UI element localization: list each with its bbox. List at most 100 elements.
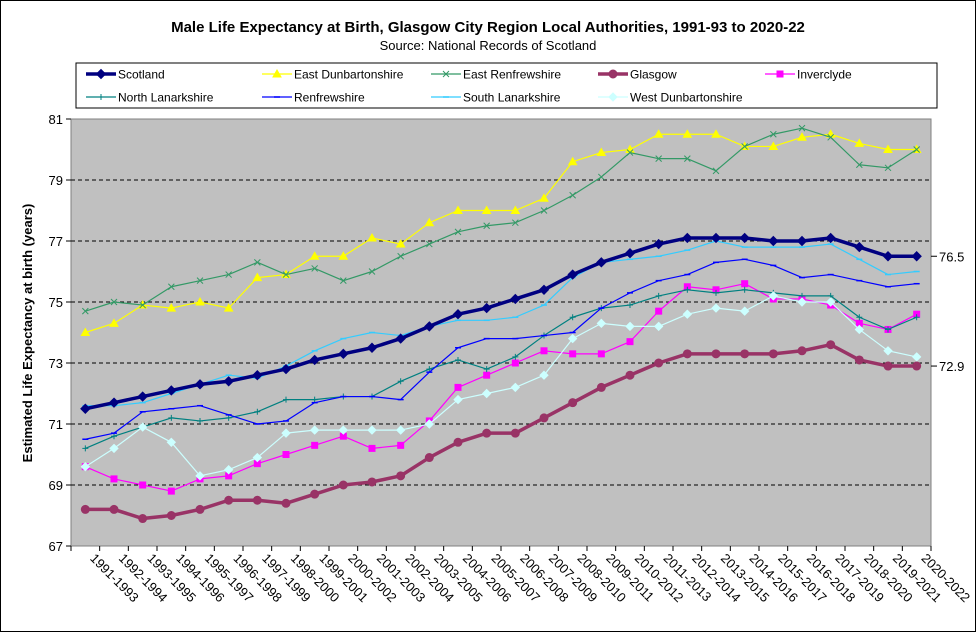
scotland-point — [395, 333, 406, 344]
scotland-point — [825, 232, 836, 244]
glasgow-point — [252, 495, 262, 505]
west-dunbartonshire-point — [195, 471, 205, 481]
legend-item-west-dunbartonshire: West Dunbartonshire — [598, 91, 743, 105]
north-lanarkshire-point — [426, 366, 433, 373]
west-dunbartonshire-point — [510, 382, 521, 393]
legend-item-renfrewshire: Renfrewshire — [262, 91, 365, 105]
west-dunbartonshire-point — [166, 437, 177, 448]
scotland-point — [624, 247, 636, 259]
legend-item-glasgow: Glasgow — [598, 68, 677, 82]
west-dunbartonshire-point — [768, 291, 779, 301]
north-lanarkshire-point — [655, 292, 662, 299]
glasgow-point — [224, 495, 234, 505]
legend-item-south-lanarkshire: South Lanarkshire — [431, 91, 561, 105]
west-dunbartonshire-point — [653, 321, 664, 332]
scotland-point — [252, 369, 263, 381]
north-lanarkshire-point — [512, 353, 519, 360]
east-dunbartonshire-point — [797, 132, 807, 141]
east-dunbartonshire-point — [481, 205, 492, 214]
west-dunbartonshire-point — [309, 425, 320, 435]
north-lanarkshire-point — [741, 286, 748, 293]
west-dunbartonshire-point — [252, 452, 263, 463]
scotland-point — [653, 238, 664, 250]
east-dunbartonshire-point — [653, 129, 664, 138]
scotland-point — [538, 284, 550, 296]
inverclyde-point — [569, 350, 577, 358]
east-renfrewshire-point — [253, 258, 261, 266]
scotland-point — [108, 397, 120, 408]
east-dunbartonshire-point — [883, 144, 893, 153]
scotland-point — [710, 232, 722, 244]
west-dunbartonshire-point — [80, 461, 91, 472]
scotland-point — [596, 257, 607, 268]
legend-label: East Dunbartonshire — [294, 68, 404, 82]
annotation-label: 72.9 — [939, 359, 964, 374]
chart-subtitle: Source: National Records of Scotland — [379, 38, 597, 53]
north-lanarkshire-point — [627, 302, 633, 309]
scotland-point — [424, 321, 435, 332]
east-renfrewshire-point — [683, 155, 691, 163]
north-lanarkshire-line — [85, 289, 917, 449]
east-renfrewshire-point — [167, 283, 175, 291]
legend-east-renfrewshire-point — [442, 70, 450, 78]
inverclyde-point — [368, 444, 376, 452]
scotland-point — [309, 354, 320, 366]
y-tick-label: 81 — [49, 112, 63, 127]
east-dunbartonshire-point — [80, 327, 91, 336]
scotland-point — [854, 241, 865, 253]
scotland-point — [796, 235, 808, 247]
scotland-point — [911, 251, 922, 262]
west-dunbartonshire-point — [281, 428, 291, 438]
west-dunbartonshire-point — [596, 318, 607, 329]
scotland-point — [768, 235, 779, 247]
scotland-point — [739, 232, 750, 244]
inverclyde-point — [167, 487, 175, 495]
series-east-dunbartonshire — [80, 129, 922, 336]
east-dunbartonshire-point — [309, 251, 320, 260]
east-renfrewshire-point — [655, 155, 663, 163]
east-renfrewshire-point — [540, 207, 548, 214]
east-dunbartonshire-point — [539, 193, 549, 202]
legend-label: Renfrewshire — [294, 91, 365, 105]
legend-label: South Lanarkshire — [463, 91, 561, 105]
y-tick-label: 77 — [49, 234, 63, 249]
legend-label: Scotland — [118, 68, 165, 82]
west-dunbartonshire-point — [223, 465, 234, 475]
legend-item-east-renfrewshire: East Renfrewshire — [431, 68, 561, 82]
east-renfrewshire-point — [855, 161, 863, 169]
series-glasgow — [80, 340, 922, 524]
east-renfrewshire-point — [425, 240, 433, 248]
north-lanarkshire-point — [111, 433, 117, 440]
scotland-point — [452, 308, 464, 320]
scotland-point — [510, 293, 521, 305]
east-renfrewshire-point — [769, 130, 777, 138]
north-lanarkshire-point — [913, 314, 920, 321]
series-east-renfrewshire — [81, 124, 921, 315]
series-group — [80, 124, 922, 524]
west-dunbartonshire-line — [85, 295, 917, 477]
east-dunbartonshire-point — [854, 138, 865, 147]
west-dunbartonshire-point — [711, 303, 721, 313]
east-renfrewshire-point — [368, 268, 376, 275]
inverclyde-point — [139, 481, 147, 489]
inverclyde-line — [85, 283, 917, 492]
glasgow-point — [367, 477, 377, 487]
north-lanarkshire-point — [225, 414, 232, 421]
legend-item-inverclyde: Inverclyde — [765, 68, 852, 82]
scotland-point — [366, 342, 378, 353]
inverclyde-point — [626, 338, 634, 346]
east-renfrewshire-point — [511, 219, 519, 227]
legend-label: Glasgow — [630, 68, 677, 82]
east-renfrewshire-point — [110, 298, 118, 306]
east-renfrewshire-point — [139, 301, 147, 309]
inverclyde-point — [741, 280, 749, 288]
legend: Scotland East Dunbartonshire East Renfrews… — [86, 68, 852, 105]
north-lanarkshire-point — [311, 396, 318, 403]
scotland-point — [882, 251, 894, 262]
west-dunbartonshire-point — [625, 321, 635, 332]
scotland-point — [280, 363, 292, 375]
inverclyde-point — [110, 475, 118, 483]
series-scotland — [80, 232, 922, 414]
glasgow-point — [80, 504, 90, 514]
